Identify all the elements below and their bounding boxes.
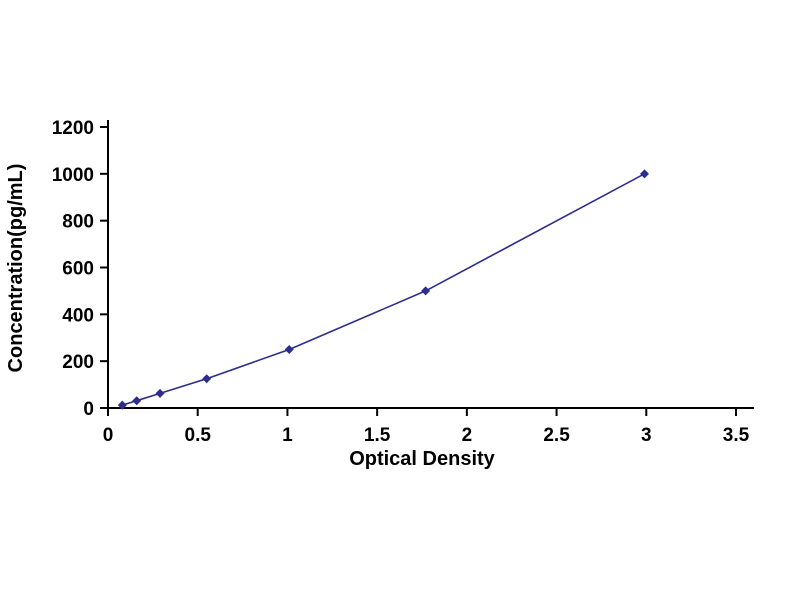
y-tick-label: 800 <box>62 212 94 233</box>
y-tick-label: 200 <box>62 352 94 373</box>
x-tick-label: 1.5 <box>364 425 391 446</box>
data-point-marker <box>639 169 649 179</box>
y-tick-label: 1200 <box>52 118 94 139</box>
data-point-marker <box>284 344 294 354</box>
plot-layer: 0 0.5 1 1.5 2 2.5 3 3.5 0 200 400 600 800 1000 1200 <box>52 118 754 446</box>
x-tick-label: 0.5 <box>185 425 212 446</box>
x-tick-label: 0 <box>103 425 114 446</box>
y-tick-label: 1000 <box>52 165 94 186</box>
x-tick-label: 3.5 <box>723 425 750 446</box>
data-point-marker <box>421 286 431 296</box>
data-point-marker <box>132 396 142 406</box>
series-line <box>122 173 645 406</box>
data-point-marker <box>155 388 165 398</box>
x-tick-label: 2 <box>462 425 473 446</box>
x-axis-title: Optical Density <box>349 448 495 470</box>
x-tick-label: 2.5 <box>543 425 570 446</box>
y-tick-label: 0 <box>83 399 94 420</box>
y-tick-label: 400 <box>62 305 94 326</box>
data-point-marker <box>202 374 212 384</box>
x-tick-label: 1 <box>282 425 293 446</box>
y-axis-title: Concentration(pg/mL) <box>5 164 27 373</box>
x-tick-label: 3 <box>641 425 652 446</box>
data-point-marker <box>117 400 127 410</box>
y-tick-label: 600 <box>62 259 94 280</box>
